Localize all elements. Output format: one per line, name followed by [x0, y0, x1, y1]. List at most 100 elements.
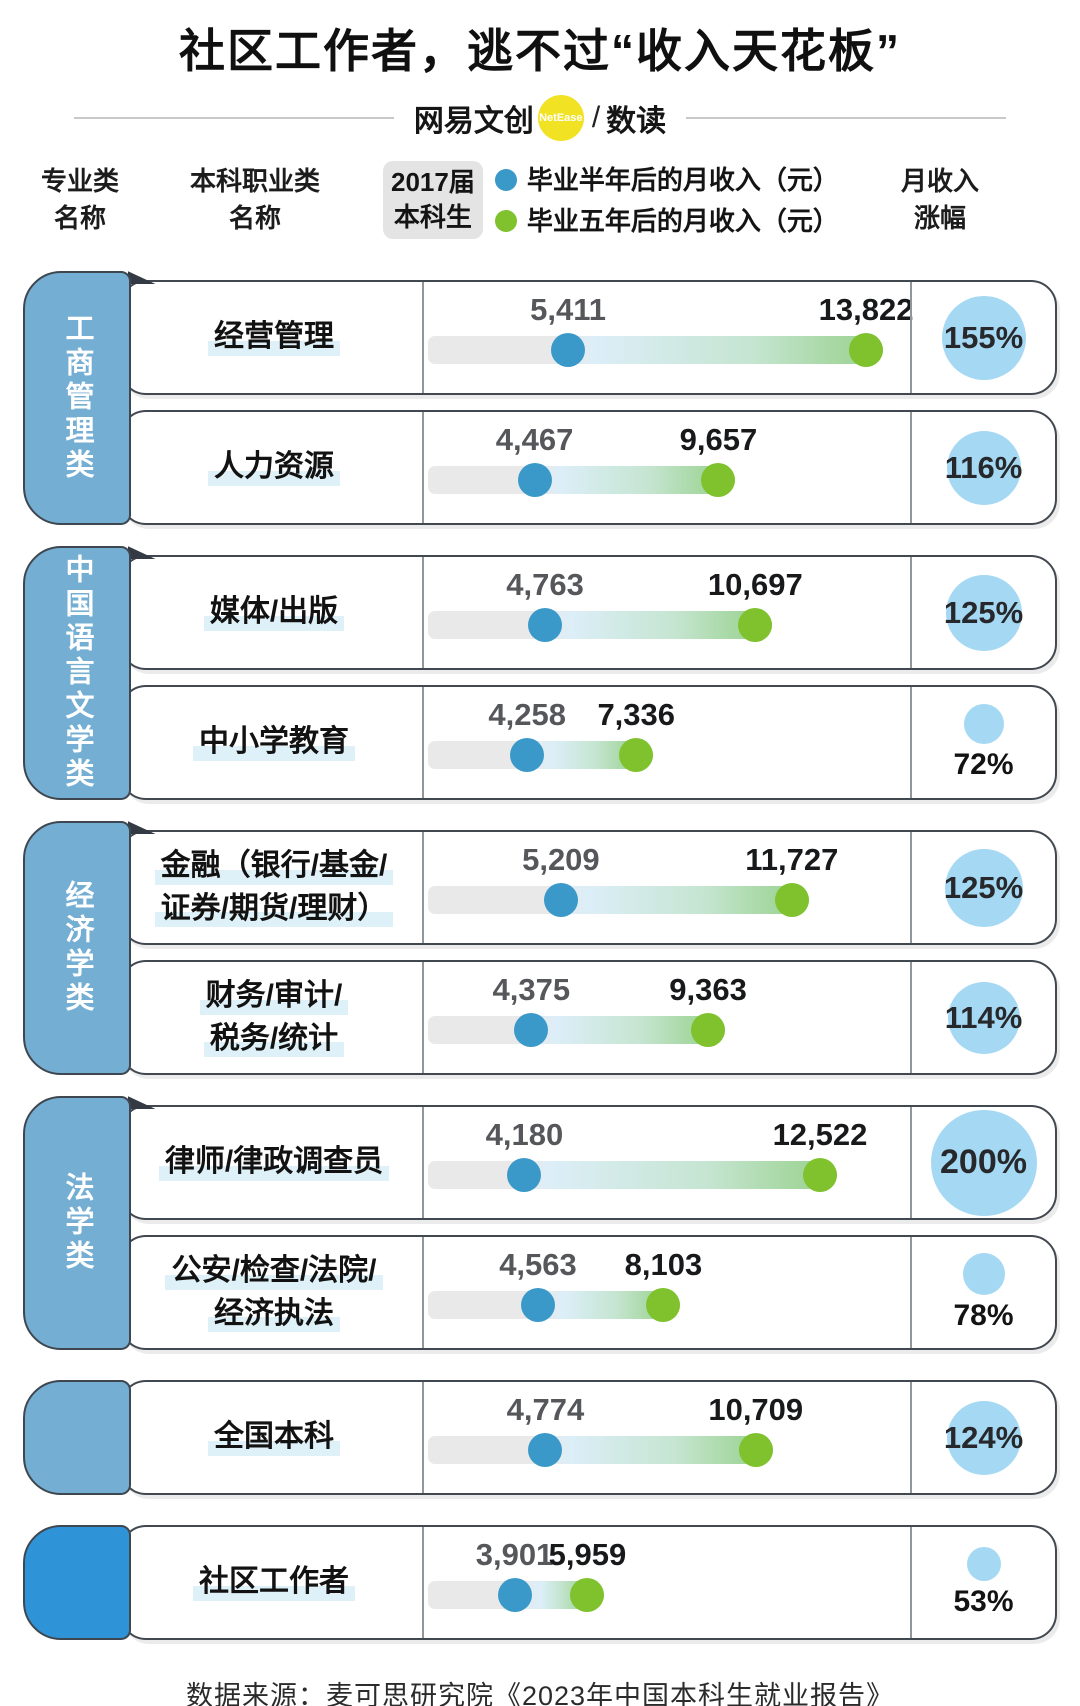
brand-separator: / — [591, 101, 601, 135]
occupation-card: 公安/检查/法院/经济执法 4,563 8,103 78% — [120, 1235, 1057, 1351]
legend-item-five-year: 毕业五年后的月收入（元） — [494, 203, 839, 239]
growth-column: 114% — [912, 962, 1055, 1073]
income-bar-track — [428, 611, 773, 640]
occupation-label-line: 财务/审计/ — [199, 976, 349, 1017]
five-year-dot-icon — [494, 209, 517, 232]
occupation-label-line: 公安/检查/法院/ — [165, 1251, 383, 1292]
occupation-label: 全国本科 — [130, 1382, 418, 1493]
income-bar: 4,467 9,657 — [422, 412, 910, 523]
occupation-card: 律师/律政调查员 4,180 12,522 200% — [120, 1096, 1057, 1221]
growth-circle — [962, 1252, 1005, 1295]
five-year-dot — [774, 883, 809, 918]
half-year-value: 4,763 — [506, 567, 584, 603]
income-bar-track — [428, 336, 884, 365]
five-year-value: 13,822 — [818, 292, 914, 328]
half-year-value: 4,774 — [506, 1392, 585, 1428]
half-year-dot — [507, 1158, 542, 1193]
half-year-dot — [543, 883, 578, 918]
occupation-label-line: 全国本科 — [208, 1417, 340, 1458]
category-label: 经济学类 — [61, 880, 93, 1017]
occupation-card: 经营管理 5,411 13,822 155% — [120, 271, 1057, 396]
col-header-occupation: 本科职业类 名称 — [189, 166, 320, 233]
five-year-value: 7,336 — [597, 697, 676, 733]
brand-text: 网易文创 — [413, 105, 534, 139]
five-year-dot — [849, 333, 884, 368]
category-group: 工商管理类 经营管理 5,411 13,822 155% 人力资源 4,467 9,657 11… — [23, 271, 1057, 526]
legend-items: 毕业半年后的月收入（元） 毕业五年后的月收入（元） — [494, 161, 839, 239]
category-label: 法学类 — [61, 1172, 93, 1275]
occupation-card: 财务/审计/税务/统计 4,375 9,363 114% — [120, 960, 1057, 1076]
growth-circle: 114% — [945, 981, 1022, 1054]
income-bar: 3,901 5,959 — [422, 1527, 910, 1638]
occupation-label-line: 律师/律政调查员 — [158, 1142, 390, 1183]
category-block — [23, 1380, 131, 1496]
category-label: 工商管理类 — [61, 313, 93, 484]
five-year-dot — [646, 1288, 681, 1323]
occupation-label-line: 经营管理 — [208, 317, 340, 358]
income-bar: 5,209 11,727 — [422, 832, 910, 943]
five-year-value: 9,657 — [679, 422, 758, 458]
occupation-card: 人力资源 4,467 9,657 116% — [120, 410, 1057, 526]
growth-column: 72% — [912, 687, 1055, 798]
half-year-value: 5,209 — [522, 842, 600, 878]
rows-container: 全国本科 4,774 10,709 124% — [120, 1380, 1057, 1496]
occupation-label-line: 金融（银行/基金/ — [154, 846, 394, 887]
category-block: 经济学类 — [23, 821, 131, 1076]
five-year-dot — [691, 1013, 726, 1048]
product-name: 数读 — [606, 105, 667, 139]
rows-container: 社区工作者 3,901 5,959 53% — [120, 1525, 1057, 1641]
category-group: 中国语言文学类 媒体/出版 4,763 10,697 125% 中小学教育 4,258 7,3… — [23, 546, 1057, 801]
income-bar-track — [428, 1161, 837, 1190]
half-year-dot — [520, 1288, 555, 1323]
income-bar-track — [428, 886, 809, 915]
occupation-card: 中小学教育 4,258 7,336 72% — [120, 685, 1057, 801]
legend: 2017届 本科生 毕业半年后的月收入（元） 毕业五年后的月收入（元） — [383, 161, 839, 240]
legend-item-five-year-label: 毕业五年后的月收入（元） — [526, 205, 839, 236]
occupation-label: 经营管理 — [130, 282, 418, 393]
occupation-label: 中小学教育 — [130, 687, 418, 798]
occupation-label-line: 媒体/出版 — [203, 592, 345, 633]
occupation-label-line: 证券/期货/理财） — [154, 888, 394, 930]
five-year-value: 9,363 — [669, 972, 747, 1008]
occupation-label-line: 人力资源 — [208, 447, 340, 488]
category-group: 法学类 律师/律政调查员 4,180 12,522 200% 公安/检查/法院/经济执法 4… — [23, 1096, 1057, 1351]
netease-logo: 网易文创 NetEase / 数读 — [413, 95, 667, 142]
occupation-label: 金融（银行/基金/证券/期货/理财） — [130, 832, 418, 943]
five-year-value: 11,727 — [745, 842, 839, 878]
rows-container: 律师/律政调查员 4,180 12,522 200% 公安/检查/法院/经济执法 4,56… — [120, 1096, 1057, 1351]
category-block: 法学类 — [23, 1096, 131, 1351]
half-year-value: 4,375 — [492, 972, 571, 1008]
income-bar: 4,180 12,522 — [422, 1107, 910, 1218]
income-bar: 4,774 10,709 — [422, 1382, 910, 1493]
five-year-dot — [570, 1578, 605, 1613]
half-year-dot — [514, 1013, 549, 1048]
rows-container: 金融（银行/基金/证券/期货/理财） 5,209 11,727 125% 财务/审计/税… — [120, 821, 1057, 1076]
column-headers: 专业类 名称 本科职业类 名称 2017届 本科生 毕业半年后的月收入（元） 毕… — [0, 159, 1080, 251]
income-bar: 4,375 9,363 — [422, 962, 910, 1073]
income-bar: 4,763 10,697 — [422, 557, 910, 668]
occupation-card: 媒体/出版 4,763 10,697 125% — [120, 546, 1057, 671]
income-bar-track — [428, 466, 736, 495]
divider-line-left — [73, 117, 394, 120]
half-year-value: 5,411 — [530, 292, 606, 328]
income-bar: 4,258 7,336 — [422, 687, 910, 798]
growth-column: 78% — [912, 1237, 1055, 1348]
category-block — [23, 1525, 131, 1641]
growth-value-label: 78% — [953, 1298, 1014, 1332]
divider-line-right — [686, 117, 1007, 120]
occupation-label: 人力资源 — [130, 412, 418, 523]
five-year-value: 10,709 — [708, 1392, 804, 1428]
growth-column: 125% — [912, 557, 1055, 668]
half-year-value: 4,180 — [485, 1117, 564, 1153]
occupation-card: 全国本科 4,774 10,709 124% — [120, 1380, 1057, 1496]
category-label: 中国语言文学类 — [61, 554, 93, 793]
growth-circle: 200% — [930, 1109, 1037, 1216]
growth-circle: 125% — [944, 574, 1023, 651]
five-year-dot — [738, 608, 773, 643]
occupation-card: 金融（银行/基金/证券/期货/理财） 5,209 11,727 125% — [120, 821, 1057, 946]
income-bar-track — [428, 1436, 773, 1465]
five-year-value: 5,959 — [548, 1537, 627, 1573]
five-year-dot — [619, 738, 654, 773]
half-year-dot — [510, 738, 545, 773]
